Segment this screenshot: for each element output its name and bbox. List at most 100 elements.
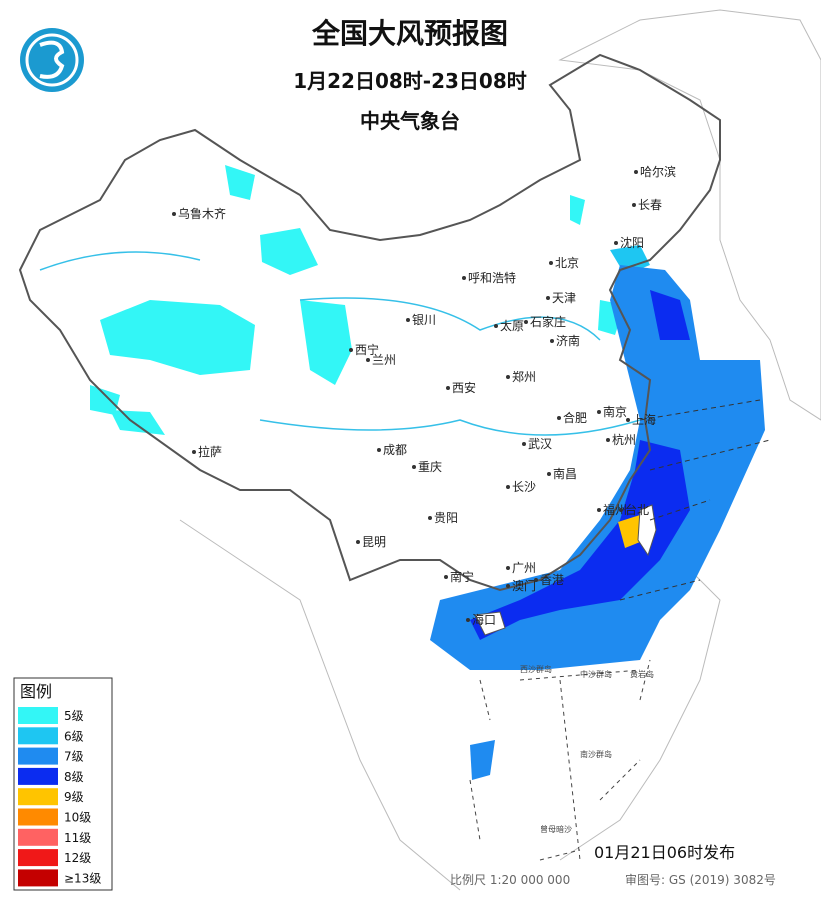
wind-zone [430,265,765,670]
issuer: 中央气象台 [360,109,460,133]
wind-zone [260,228,318,275]
city-dot [522,442,526,446]
city-label: 沈阳 [620,235,644,250]
city-label: 杭州 [612,432,636,447]
legend-title: 图例 [20,682,52,701]
island-label: 中沙群岛 [580,669,612,679]
wind-zone [300,300,352,385]
city-label: 济南 [556,333,580,348]
city-label: 福州 [603,502,627,517]
city-dot [466,618,470,622]
city-label: 石家庄 [530,314,566,329]
china-border [18,53,721,592]
neighbor-outline [179,519,461,891]
city-label: 南昌 [553,466,577,481]
city-dot [366,358,370,362]
city-dot [626,418,630,422]
legend-swatch [18,788,58,806]
city-dot [506,375,510,379]
city-dot [614,241,618,245]
legend-label: 12级 [64,851,91,865]
wind-zone [650,290,690,340]
city-dot [549,261,553,265]
city-dot [462,276,466,280]
city-label: 武汉 [528,437,552,451]
city-label: 上海 [632,412,656,427]
city-label: 北京 [555,256,579,270]
hainan-island [474,611,506,636]
wind-zone [225,165,255,200]
city-dot [377,448,381,452]
legend-swatch [18,747,58,765]
city-dot [506,566,510,570]
city-dot [632,203,636,207]
legend-label: 8级 [64,770,84,784]
city-label: 台北 [625,502,649,517]
city-dot [446,386,450,390]
release-time: 01月21日06时发布 [594,843,735,862]
city-dot [534,578,538,582]
wind-zones [90,165,765,780]
city-label: 广州 [512,561,536,575]
legend-swatch [18,767,58,785]
city-label: 昆明 [362,535,386,549]
logo-mark [39,40,65,79]
legend-label: ≥13级 [64,871,101,885]
title: 全国大风预报图 [311,17,508,50]
city-dot [412,465,416,469]
city-label: 拉萨 [198,444,222,459]
city-dot [406,318,410,322]
legend-swatch [18,849,58,867]
wind-zone [90,385,120,415]
city-dot [506,485,510,489]
island-label: 曾母暗沙 [540,824,572,834]
legend-label: 9级 [64,790,84,804]
city-label: 哈尔滨 [640,164,676,179]
scale: 比例尺 1:20 000 000 [450,873,570,887]
neighbor-outline [559,559,721,861]
city-label: 长沙 [512,480,536,494]
river [39,251,641,436]
city-dot [597,410,601,414]
city-label: 南宁 [450,569,474,584]
logo-ring [25,33,79,87]
city-label: 成都 [383,443,407,457]
city-dot [524,320,528,324]
city-label: 澳门 [512,578,536,593]
legend-swatch [18,727,58,745]
city-label: 乌鲁木齐 [178,206,226,221]
taiwan-island [637,504,657,557]
city-dot [634,170,638,174]
legend-swatch [18,707,58,724]
period: 1月22日08时-23日08时 [293,69,527,93]
city-dot [192,450,196,454]
city-label: 香港 [540,573,564,587]
city-dot [428,516,432,520]
city-dot [494,324,498,328]
logo [20,28,84,92]
city-label: 兰州 [372,353,396,367]
city-label: 天津 [552,291,576,305]
city-dot [172,212,176,216]
legend-swatch [18,808,58,826]
legend: 5级 6级 7级 8级 9级 10级 11级 12级 ≥13级 [18,707,101,887]
wind-zone [470,440,690,640]
city-label: 长春 [638,198,662,212]
city-dot [597,508,601,512]
wind-zone [100,300,255,375]
island-label: 黄岩岛 [630,669,654,679]
city-label: 重庆 [418,460,442,474]
city-dot [546,296,550,300]
legend-swatch [18,869,58,887]
city-dot [557,416,561,420]
city-dot [547,472,551,476]
wind-zone [110,410,165,435]
city-label: 南京 [603,404,627,419]
legend-label: 10级 [64,811,91,825]
approval-number: 审图号: GS (2019) 3082号 [625,872,776,887]
city-dot [506,584,510,588]
city-dot [349,348,353,352]
